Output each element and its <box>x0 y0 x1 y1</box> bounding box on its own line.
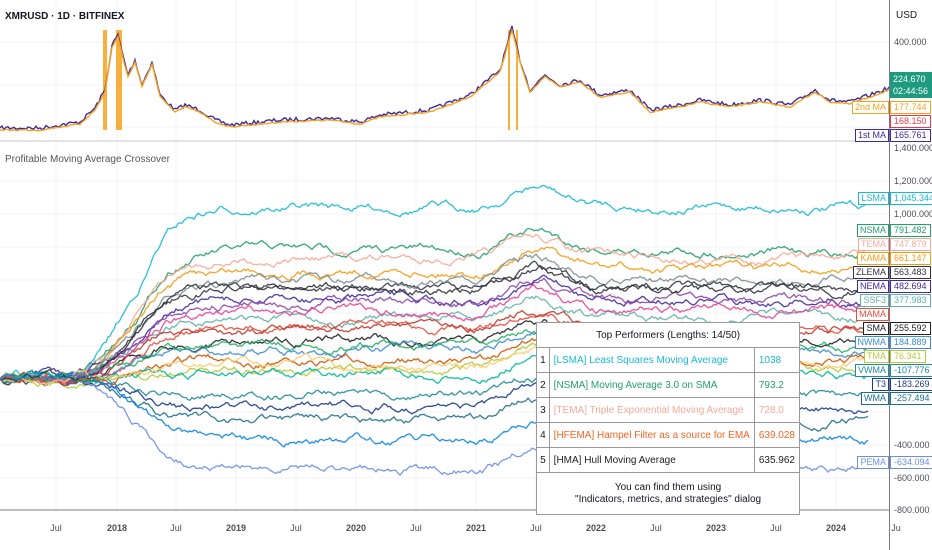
ma-performance-line <box>0 184 869 384</box>
ma-performance-line <box>0 246 869 382</box>
time-axis-label: 2022 <box>585 523 607 533</box>
series-value-tag: 791.482 <box>890 224 931 237</box>
time-axis-label: 2021 <box>465 523 487 533</box>
price-axis[interactable] <box>889 0 932 550</box>
indicator-title[interactable]: Profitable Moving Average Crossover <box>5 154 170 165</box>
series-value-tag: 76.341 <box>890 350 926 363</box>
ma-value: 1038 <box>753 347 801 373</box>
rank: 4 <box>536 422 550 448</box>
series-value-tag: 184.889 <box>890 336 931 349</box>
ma-name: [HMA] Hull Moving Average <box>548 447 755 473</box>
ma-value-tag: 168.150 <box>890 115 931 128</box>
ma-performance-line <box>0 233 869 384</box>
axis-label: -800.000 <box>894 505 930 515</box>
time-axis-label: Jul <box>650 523 662 533</box>
ma-label-tag: 2nd MA <box>851 101 889 114</box>
series-value-tag: -183.269 <box>890 378 932 391</box>
rank: 3 <box>536 397 550 423</box>
ma-value-tag: 165.761 <box>890 129 931 142</box>
ma-performance-line <box>0 284 869 385</box>
series-label-tag: T3 <box>872 378 889 391</box>
series-value-tag: 747.879 <box>890 238 931 251</box>
ma-value: 639.028 <box>753 422 801 448</box>
time-axis-label: Jul <box>170 523 182 533</box>
axis-label: -600.000 <box>894 473 930 483</box>
axis-label: 1,000.000 <box>894 209 932 219</box>
series-value-tag: 563.483 <box>890 266 931 279</box>
series-label-tag: PEMA <box>857 456 889 469</box>
series-value-tag: 1,045.344 <box>890 192 932 205</box>
series-value-tag: 482.694 <box>890 280 931 293</box>
table-row: 4 [HFEMA] Hampel Filter as a source for E… <box>536 422 801 448</box>
rank: 1 <box>536 347 550 373</box>
time-axis-label: 2018 <box>106 523 128 533</box>
time-axis-label: Jul <box>290 523 302 533</box>
series-label-tag: TMA <box>864 350 889 363</box>
last-price: 224.670 <box>893 74 926 84</box>
time-axis-label: Jul <box>530 523 542 533</box>
table-row: 2 [NSMA] Moving Average 3.0 on SMA 793.2 <box>536 372 801 398</box>
ma-value: 728.0 <box>753 397 801 423</box>
ma-value: 793.2 <box>753 372 801 398</box>
series-value-tag: 255.592 <box>890 322 931 335</box>
axis-label: 1,200.000 <box>894 176 932 186</box>
series-label-tag: MAMA <box>856 308 889 321</box>
time-axis-label: 2020 <box>345 523 367 533</box>
footer-line: "Indicators, metrics, and strategies" di… <box>575 493 762 505</box>
table-title: Top Performers (Lengths: 14/50) <box>536 322 800 348</box>
axis-label: -400.000 <box>894 440 930 450</box>
time-axis-label: 2024 <box>825 523 847 533</box>
rank: 2 <box>536 372 550 398</box>
time-axis-label: Jul <box>50 523 62 533</box>
series-value-tag: -634.094 <box>890 456 932 469</box>
axis-label: 400.000 <box>894 37 927 47</box>
currency-label[interactable]: USD <box>896 10 918 21</box>
crossover-highlight <box>516 30 518 130</box>
series-label-tag: NWMA <box>854 336 889 349</box>
ma-label-tag: 1st MA <box>854 129 889 142</box>
ma-performance-line <box>0 260 868 384</box>
series-label-tag: NSMA <box>856 224 889 237</box>
axis-label: 1,400.000 <box>894 143 932 153</box>
ma-name: [TEMA] Triple Exponential Moving Average <box>548 397 755 423</box>
ma-name: [HFEMA] Hampel Filter as a source for EM… <box>548 422 755 448</box>
table-row: 5 [HMA] Hull Moving Average 635.962 <box>536 447 801 473</box>
crossover-highlight <box>103 30 107 130</box>
series-label-tag: SMA <box>863 322 889 335</box>
last-price-box: 224.670 02:44:56 <box>890 72 932 98</box>
time-axis-label: 2019 <box>225 523 247 533</box>
time-axis-label: Ju <box>891 523 901 533</box>
table-row: 1 [LSMA] Least Squares Moving Average 1038 <box>536 347 801 373</box>
top-performers-table: Top Performers (Lengths: 14/50) 1 [LSMA] … <box>536 322 801 515</box>
time-axis-label: Jul <box>410 523 422 533</box>
ma-value-tag: 177.744 <box>890 101 931 114</box>
bar-countdown: 02:44:56 <box>893 86 929 96</box>
series-value-tag: -107.776 <box>890 364 932 377</box>
crossover-highlight <box>116 30 122 130</box>
time-axis-label: 2023 <box>705 523 727 533</box>
series-label-tag: LSMA <box>858 192 889 205</box>
series-label-tag: ZLEMA <box>852 266 889 279</box>
table-row: 3 [TEMA] Triple Exponential Moving Averag… <box>536 397 801 423</box>
series-label-tag: WMA <box>861 392 889 405</box>
series-value-tag: -257.494 <box>890 392 932 405</box>
symbol-title[interactable]: XMRUSD · 1D · BITFINEX <box>5 11 125 22</box>
price-line-2nd-ma <box>0 27 889 132</box>
crossover-highlight <box>508 30 510 130</box>
ma-value: 635.962 <box>753 447 801 473</box>
series-label-tag: SSF3 <box>860 294 889 307</box>
ma-performance-line <box>0 277 869 387</box>
series-value-tag: 377.983 <box>890 294 931 307</box>
series-label-tag: NEMA <box>856 280 889 293</box>
series-label-tag: TEMA <box>857 238 889 251</box>
table-footer: You can find them using "Indicators, metr… <box>536 472 800 515</box>
series-label-tag: KAMA <box>857 252 889 265</box>
footer-line: You can find them using <box>614 481 722 493</box>
ma-name: [NSMA] Moving Average 3.0 on SMA <box>548 372 755 398</box>
series-label-tag: VWMA <box>855 364 889 377</box>
series-value-tag: 661.147 <box>890 252 931 265</box>
rank: 5 <box>536 447 550 473</box>
ma-name: [LSMA] Least Squares Moving Average <box>548 347 755 373</box>
time-axis-label: Jul <box>770 523 782 533</box>
